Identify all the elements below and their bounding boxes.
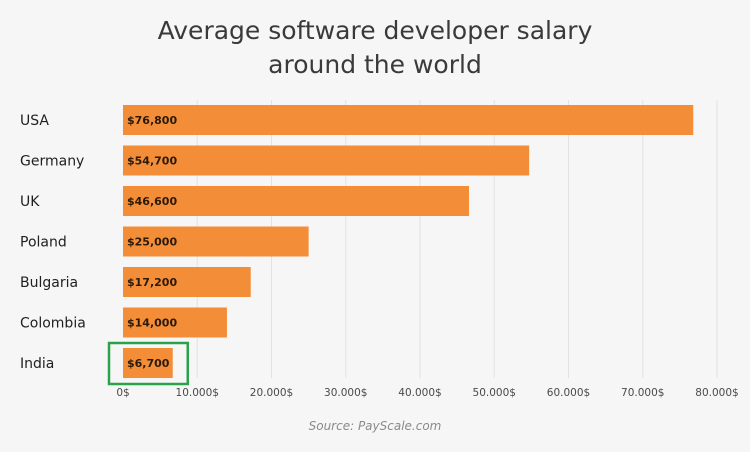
bar-value-label: $46,600 [127,195,177,208]
source-note: Source: PayScale.com [308,419,442,433]
bar [123,267,251,297]
bar [123,226,309,257]
bar-value-label: $76,800 [127,114,177,127]
bar-value-label: $17,200 [127,276,177,289]
highlight-box [107,341,189,386]
bar-value-label: $54,700 [127,155,177,168]
chart-title: Average software developer salary around… [0,14,750,82]
bar [123,105,694,135]
category-label: UK [20,194,40,210]
bar-value-label: $14,000 [127,317,177,330]
chart-title-line-2: around the world [268,50,482,79]
x-tick-label: 20.000$ [250,387,293,399]
category-label: Germany [20,154,84,170]
category-label: USA [20,113,49,129]
category-label: India [20,356,54,372]
bar [123,307,227,338]
x-tick-label: 60.000$ [547,387,590,399]
bar-value-label: $25,000 [127,236,177,249]
x-tick-label: 40.000$ [398,387,441,399]
x-tick-label: 10.000$ [176,387,219,399]
chart-title-line-1: Average software developer salary [157,16,593,45]
category-label: Bulgaria [20,275,78,291]
bar [123,348,173,378]
bar-value-label: $6,700 [127,357,170,370]
x-tick-label: 70.000$ [621,387,664,399]
x-tick-label: 0$ [116,387,129,399]
x-tick-label: 80.000$ [695,387,738,399]
x-tick-label: 50.000$ [473,387,516,399]
x-tick-label: 30.000$ [324,387,367,399]
bar [123,145,530,176]
category-label: Poland [20,235,67,251]
bar [123,186,470,216]
category-label: Colombia [20,316,86,332]
